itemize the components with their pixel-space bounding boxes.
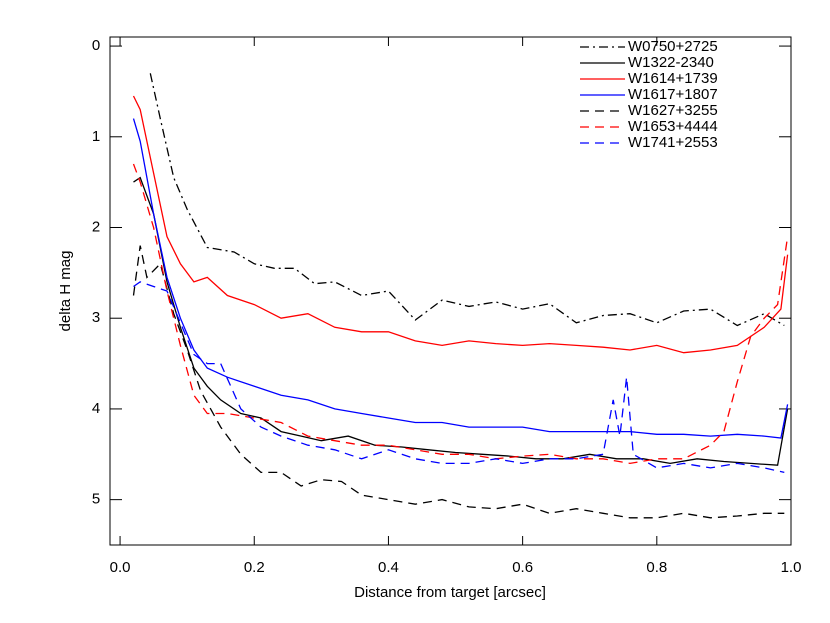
- legend-label: W1653+4444: [628, 118, 718, 135]
- plot-frame: [109, 36, 792, 546]
- x-tick-label: 0.2: [244, 559, 265, 576]
- legend-label: W1617+1807: [628, 86, 718, 103]
- legend-label: W1741+2553: [628, 134, 718, 151]
- x-axis-label: Distance from target [arcsec]: [354, 584, 546, 601]
- y-tick-label: 5: [92, 491, 100, 508]
- y-tick-label: 0: [92, 37, 100, 54]
- y-tick-label: 1: [92, 128, 100, 145]
- legend-label: W1614+1739: [628, 70, 718, 87]
- legend-label: W0750+2725: [628, 38, 718, 55]
- legend-label: W1627+3255: [628, 102, 718, 119]
- y-tick-label: 2: [92, 218, 100, 235]
- series-line: [132, 245, 785, 519]
- series-line: [133, 176, 789, 466]
- x-tick-label: 0.4: [378, 559, 399, 576]
- x-tick-label: 0.6: [512, 559, 533, 576]
- x-tick-label: 0.8: [646, 559, 667, 576]
- series-line: [133, 281, 785, 474]
- y-axis-label: delta H mag: [57, 251, 74, 332]
- y-tick-label: 4: [92, 400, 100, 417]
- series-line: [132, 95, 789, 354]
- series-line: [132, 118, 789, 439]
- series-line: [132, 163, 789, 465]
- x-tick-label: 1.0: [781, 559, 802, 576]
- y-tick-label: 3: [92, 309, 100, 326]
- x-tick-label: 0.0: [110, 559, 131, 576]
- legend-label: W1322-2340: [628, 54, 714, 71]
- series-line: [149, 73, 785, 327]
